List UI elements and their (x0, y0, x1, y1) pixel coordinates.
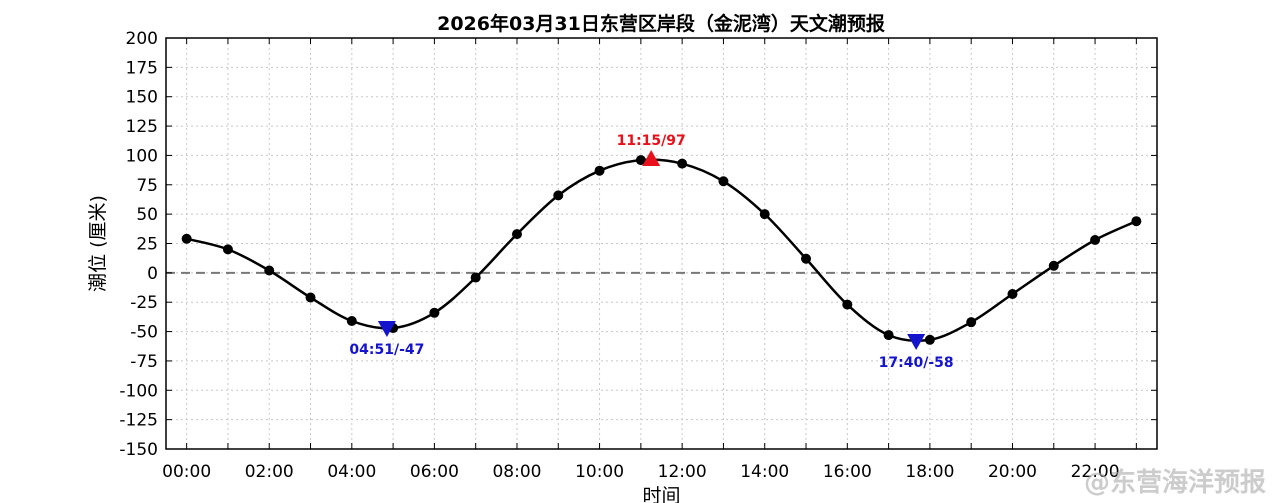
x-tick-label: 02:00 (245, 462, 294, 482)
y-tick-label: 125 (126, 117, 158, 137)
y-tick-label: 25 (136, 235, 158, 255)
hourly-point (635, 155, 646, 166)
y-tick-label: 50 (136, 205, 158, 225)
y-tick-label: 0 (147, 264, 158, 284)
hourly-point (346, 316, 357, 327)
extreme-markers: 11:15/97 04:51/-47 17:40/-58 (349, 133, 953, 371)
hourly-point (1048, 260, 1059, 271)
x-tick-label: 06:00 (410, 462, 459, 482)
x-tick-label: 10:00 (575, 462, 624, 482)
y-tick-label: 75 (136, 176, 158, 196)
hourly-point (718, 176, 729, 187)
hourly-point (181, 233, 192, 244)
x-tick-label: 20:00 (988, 462, 1037, 482)
hourly-point (429, 307, 440, 318)
hourly-point (553, 190, 564, 201)
low-tide-marker (907, 333, 926, 350)
x-tick-label: 12:00 (658, 462, 707, 482)
low-tide-marker (377, 321, 396, 338)
y-axis-label: 潮位 (厘米) (87, 195, 109, 292)
hourly-point (924, 334, 935, 345)
y-tick-label: -50 (130, 323, 158, 343)
hourly-point (470, 272, 481, 283)
hourly-point (264, 265, 275, 276)
low-tide-label: 04:51/-47 (349, 342, 424, 358)
hourly-point (511, 229, 522, 240)
hourly-point (222, 244, 233, 255)
chart-title: 2026年03月31日东营区岸段（金泥湾）天文潮预报 (437, 12, 885, 35)
y-tick-label: -125 (119, 411, 158, 431)
y-tick-label: -75 (130, 352, 158, 372)
x-axis-label: 时间 (642, 485, 680, 503)
y-tick-label: 100 (126, 146, 158, 166)
x-tick-label: 04:00 (327, 462, 376, 482)
y-axis-ticks: 200 175 150 125 100 75 50 25 0 -25 -50 -75 -100 -125 -… (119, 29, 1157, 460)
hourly-point (1090, 234, 1101, 245)
x-tick-label: 08:00 (492, 462, 541, 482)
y-tick-label: -100 (119, 381, 158, 401)
watermark: @东营海洋预报 (1083, 468, 1266, 498)
hourly-point (1131, 216, 1142, 227)
y-tick-label: 200 (126, 29, 158, 49)
hourly-point (759, 209, 770, 220)
hourly-point (677, 158, 688, 169)
hourly-point (842, 299, 853, 310)
y-tick-label: 150 (126, 88, 158, 108)
hourly-point (1007, 288, 1018, 299)
y-tick-label: 175 (126, 58, 158, 78)
high-tide-label: 11:15/97 (617, 133, 686, 149)
tide-curve (186, 158, 1137, 343)
grid (166, 37, 1157, 450)
hourly-point (966, 317, 977, 328)
y-tick-label: -150 (119, 440, 158, 460)
low-tide-label: 17:40/-58 (879, 355, 954, 371)
x-tick-label: 00:00 (162, 462, 211, 482)
x-tick-label: 22:00 (1071, 462, 1120, 482)
x-tick-label: 14:00 (740, 462, 789, 482)
hourly-point (883, 330, 894, 341)
hourly-point (305, 292, 316, 303)
hourly-point (801, 253, 812, 264)
x-tick-label: 16:00 (823, 462, 872, 482)
tide-series (181, 155, 1142, 345)
y-tick-label: -25 (130, 293, 158, 313)
x-axis-ticks: 00:00 02:00 04:00 06:00 08:00 10:00 12:00 14:00… (162, 38, 1137, 482)
high-tide-marker (642, 149, 661, 166)
x-tick-label: 18:00 (905, 462, 954, 482)
hourly-point (594, 165, 605, 176)
